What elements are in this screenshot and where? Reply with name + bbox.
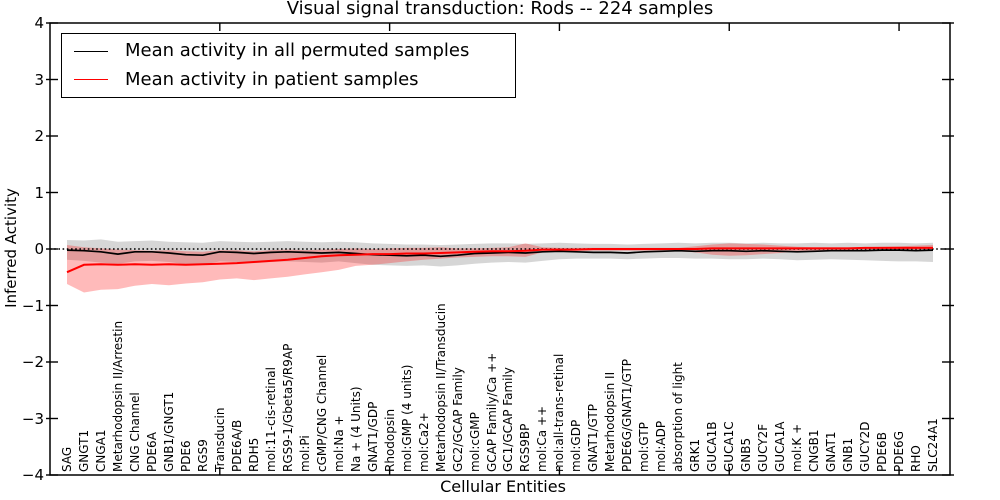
x-category-label: GUCA1C [722,421,737,472]
legend-swatch-patient [74,79,108,81]
x-category-label: Transducin [212,407,227,472]
y-tick-label: −4 [21,466,44,484]
y-tick-label: 4 [34,14,44,32]
y-tick-label: −2 [21,353,44,371]
x-category-label: RHO [909,445,924,472]
x-category-label: mol:Na + [331,415,346,472]
y-tick-label: 2 [34,127,44,145]
legend-item-patient: Mean activity in patient samples [74,69,515,91]
x-category-label: PDE6A/B [229,419,244,472]
x-axis-label: Cellular Entities [440,477,566,496]
x-category-label: mol:GMP (4 units) [399,364,414,472]
x-category-label: RGS9-1/Gbeta5/R9AP [280,343,295,472]
x-category-label: PDE6G [892,431,907,472]
x-category-label: SLC24A1 [926,418,941,472]
legend-item-permuted: Mean activity in all permuted samples [74,40,515,62]
x-category-label: GNB1 [841,437,856,472]
chart-title: Visual signal transduction: Rods -- 224 … [286,0,714,19]
x-category-label: Metarhodopsin II/Transducin [433,303,448,472]
x-category-label: mol:K + [790,423,805,472]
x-category-label: mol:Pi [297,435,312,472]
x-category-label: GRK1 [688,438,703,472]
x-category-label: GUCY2F [756,423,771,472]
x-category-label: GC2/GCAP Family [450,367,465,472]
x-category-label: mol:ADP [654,420,669,472]
permuted-line [66,249,934,258]
x-category-label: mol:Ca2+ [416,412,431,472]
patient-band [67,243,933,293]
x-category-label: GNAT1 [824,431,839,472]
legend-label-patient: Mean activity in patient samples [125,68,419,90]
x-category-label: GC1/GCAP Family [501,367,516,472]
patient-line [66,246,933,274]
x-category-label: CNGA1 [93,429,108,473]
x-category-label: mol:Ca ++ [535,405,550,472]
legend: Mean activity in all permuted samples Me… [61,33,516,98]
x-category-label: mol:11-cis-retinal [263,367,278,472]
y-tick-label: −3 [21,409,44,428]
x-category-label: GNGT1 [76,429,91,472]
x-category-label: GNAT1/GTP [586,404,601,472]
x-category-label: Metarhodopsin II/Arrestin [110,320,125,472]
x-category-label: cGMP/CNG Channel [314,354,329,472]
x-category-label: GNB1/GNGT1 [161,391,176,472]
x-category-label: GUCY2D [858,421,873,472]
x-category-label: PDE6A [144,432,159,472]
y-tick-label: −1 [21,296,44,315]
x-category-label: mol:GDP [569,419,584,472]
x-category-label: GUCA1A [773,421,788,472]
x-category-label: SAG [59,446,74,472]
x-category-label: mol:all-trans-retinal [552,353,567,472]
x-category-label: PDE6 [178,440,193,472]
x-category-label: PDE6G/GNAT1/GTP [620,358,635,472]
x-category-label: GNAT1/GDP [365,401,380,472]
x-category-label: Rhodopsin [382,408,397,472]
x-category-label: CNG Channel [127,392,142,472]
x-category-label: GCAP Family/Ca ++ [484,352,499,472]
legend-label-permuted: Mean activity in all permuted samples [125,40,470,62]
x-category-label: GUCA1B [705,421,720,472]
x-category-label: absorption of light [671,362,686,472]
y-tick-label: 1 [34,183,44,202]
x-category-label: mol:GTP [637,422,652,472]
x-category-label: CNGB1 [807,429,822,472]
x-category-label: GNB5 [739,437,754,472]
x-category-label: RGS9 [195,439,210,472]
x-category-label: RGS9BP [518,423,533,472]
x-category-label: mol:cGMP [467,412,482,472]
x-category-label: Metarhodopsin II [603,371,618,472]
x-category-label: RDH5 [246,437,261,472]
x-category-label: PDE6B [875,432,890,472]
x-category-label: Na + (4 Units) [348,386,363,472]
legend-swatch-permuted [74,50,108,52]
y-tick-label: 0 [34,240,44,258]
y-tick-label: 3 [34,70,44,89]
